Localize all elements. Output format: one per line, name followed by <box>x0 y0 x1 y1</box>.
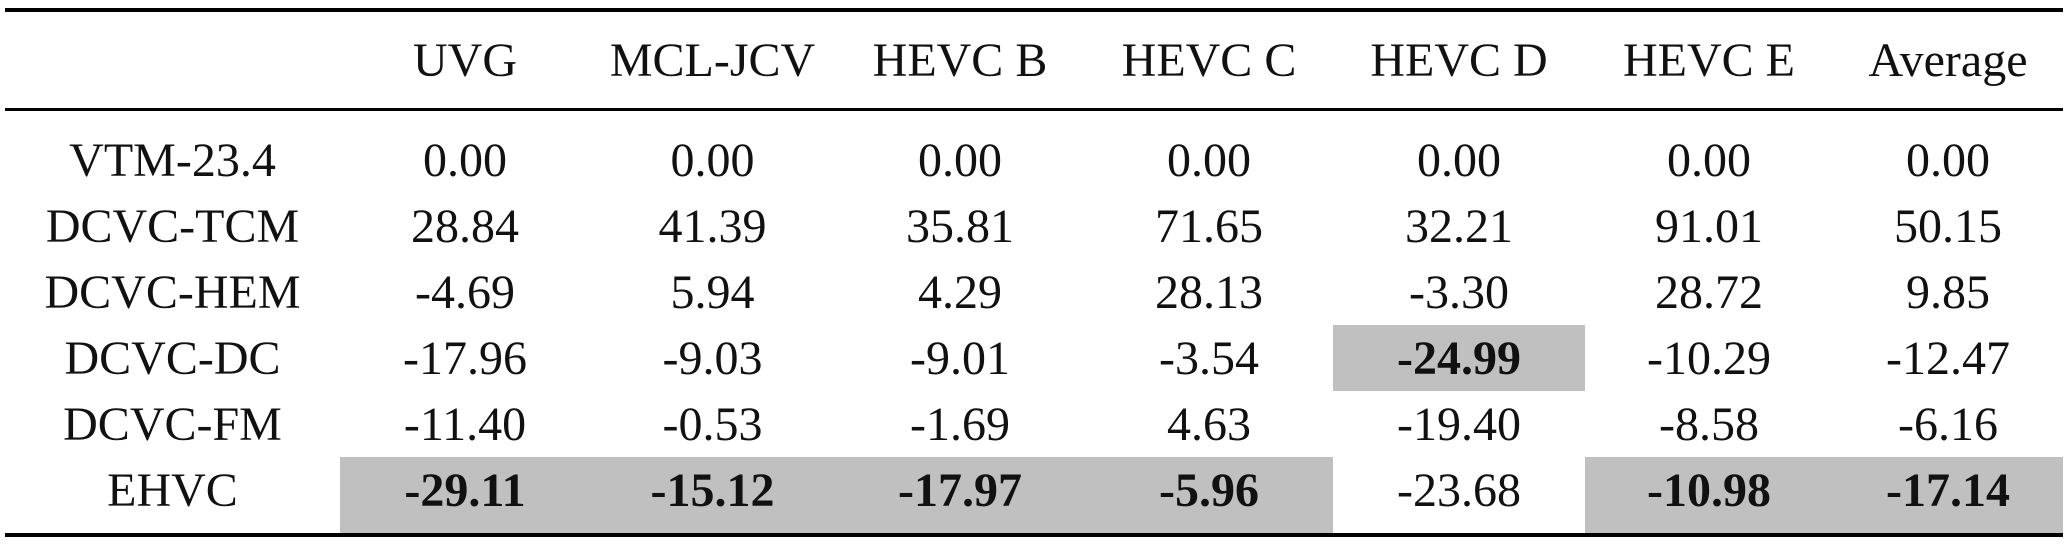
value-cell: -9.01 <box>910 331 1010 385</box>
value-cell: -3.54 <box>1159 331 1259 385</box>
header-cell: HEVC C <box>1085 10 1333 111</box>
value-cell: 91.01 <box>1655 199 1763 253</box>
value-cell: 28.84 <box>411 199 519 253</box>
value-cell: 4.63 <box>1167 397 1251 451</box>
value-cell: 9.85 <box>1906 265 1990 319</box>
value-cell: 0.00 <box>1906 133 1990 187</box>
header-row: UVG MCL-JCV HEVC B HEVC C HEVC D HEVC E … <box>5 10 2063 111</box>
value-cell: 0.00 <box>1417 133 1501 187</box>
value-cell: 35.81 <box>906 199 1014 253</box>
best-value-cell: -5.96 <box>1085 457 1333 535</box>
header-cell: HEVC B <box>835 10 1085 111</box>
table-row: DCVC-FM -11.40 -0.53 -1.69 4.63 -19.40 -… <box>5 391 2063 457</box>
value-cell: -4.69 <box>415 265 515 319</box>
table-row: DCVC-HEM -4.69 5.94 4.29 28.13 -3.30 28.… <box>5 259 2063 325</box>
model-name-cell: EHVC <box>107 463 238 517</box>
value-cell: -17.96 <box>403 331 527 385</box>
model-name-cell: DCVC-FM <box>63 397 282 451</box>
bd-rate-table: UVG MCL-JCV HEVC B HEVC C HEVC D HEVC E … <box>5 8 2063 537</box>
best-value-cell: -15.12 <box>590 457 835 535</box>
value-cell: 0.00 <box>423 133 507 187</box>
table-row: VTM-23.4 0.00 0.00 0.00 0.00 0.00 0.00 0… <box>5 110 2063 194</box>
value-cell: -9.03 <box>662 331 763 385</box>
value-cell: 5.94 <box>670 265 755 319</box>
value-cell: -0.53 <box>662 397 763 451</box>
value-cell: 71.65 <box>1155 199 1263 253</box>
value-cell: -8.58 <box>1659 397 1759 451</box>
value-cell: 4.29 <box>918 265 1002 319</box>
value-cell: 0.00 <box>670 133 755 187</box>
table-row: DCVC-DC -17.96 -9.03 -9.01 -3.54 -24.99 … <box>5 325 2063 391</box>
header-cell: HEVC E <box>1585 10 1833 111</box>
value-cell: 0.00 <box>918 133 1002 187</box>
table-row: EHVC -29.11 -15.12 -17.97 -5.96 -23.68 -… <box>5 457 2063 535</box>
model-name-cell: DCVC-TCM <box>45 199 300 253</box>
table-row: DCVC-TCM 28.84 41.39 35.81 71.65 32.21 9… <box>5 193 2063 259</box>
value-cell: -10.29 <box>1647 331 1771 385</box>
header-cell: UVG <box>340 10 590 111</box>
value-cell: -6.16 <box>1898 397 1998 451</box>
table-header: UVG MCL-JCV HEVC B HEVC C HEVC D HEVC E … <box>5 10 2063 111</box>
value-cell: -3.30 <box>1409 265 1509 319</box>
best-value-cell: -17.97 <box>835 457 1085 535</box>
header-model-cell <box>5 10 340 111</box>
value-cell: -19.40 <box>1397 397 1521 451</box>
value-cell: 50.15 <box>1894 199 2002 253</box>
best-value-cell: -17.14 <box>1833 457 2063 535</box>
value-cell: -1.69 <box>910 397 1010 451</box>
value-cell: -23.68 <box>1397 463 1521 517</box>
value-cell: 41.39 <box>658 199 767 253</box>
value-cell: 28.72 <box>1655 265 1763 319</box>
model-name-cell: DCVC-DC <box>64 331 281 385</box>
table-body: VTM-23.4 0.00 0.00 0.00 0.00 0.00 0.00 0… <box>5 110 2063 535</box>
value-cell: -11.40 <box>403 397 527 451</box>
value-cell: 32.21 <box>1405 199 1513 253</box>
best-value-cell: -29.11 <box>340 457 590 535</box>
header-cell: HEVC D <box>1333 10 1585 111</box>
header-cell: MCL-JCV <box>590 10 835 111</box>
value-cell: -12.47 <box>1886 331 2010 385</box>
value-cell: 0.00 <box>1167 133 1251 187</box>
best-value-cell: -24.99 <box>1333 325 1585 391</box>
best-value-cell: -10.98 <box>1585 457 1833 535</box>
model-name-cell: DCVC-HEM <box>44 265 301 319</box>
value-cell: 0.00 <box>1667 133 1751 187</box>
value-cell: 28.13 <box>1155 265 1263 319</box>
header-cell: Average <box>1833 10 2063 111</box>
model-name-cell: VTM-23.4 <box>69 133 276 187</box>
